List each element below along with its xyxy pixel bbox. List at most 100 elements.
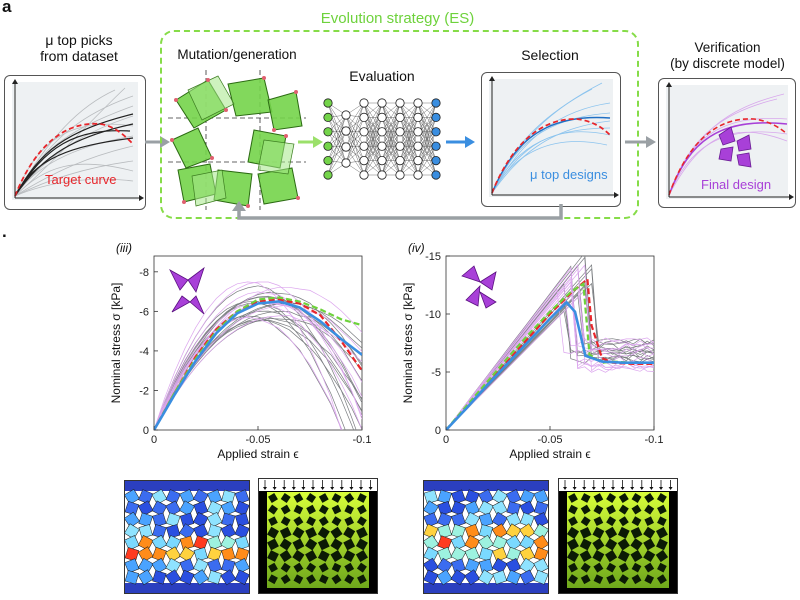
- sim-hole: [268, 516, 278, 527]
- lattice-tile: [478, 547, 494, 562]
- sim-hole: [568, 493, 578, 503]
- nn-node: [395, 155, 405, 166]
- verification-label: Verification (by discrete model): [655, 40, 800, 72]
- lattice-tile: [436, 569, 453, 586]
- nn-node: [359, 98, 369, 108]
- sim-hole: [568, 562, 578, 573]
- lattice-tile: [505, 558, 522, 574]
- x-tick-label: -0.05: [537, 434, 562, 446]
- sim-hole: [631, 504, 642, 515]
- lattice-tile: [234, 569, 249, 585]
- sim-hole: [580, 574, 591, 585]
- sim-hole: [592, 526, 605, 539]
- sim-hole: [567, 538, 579, 551]
- sim-hole: [618, 504, 629, 515]
- sim-hole: [280, 574, 291, 585]
- lattice-tile: [464, 569, 481, 586]
- sim-hole: [631, 493, 642, 503]
- lattice-tile: [165, 500, 181, 517]
- sim-block: [267, 492, 369, 588]
- sim-hole: [657, 562, 667, 573]
- sim-hole: [344, 492, 355, 504]
- sim-hole: [644, 516, 654, 526]
- plot-area: [446, 256, 654, 430]
- lattice-tile: [464, 534, 481, 551]
- sim-hole: [618, 493, 629, 503]
- nn-node: [413, 98, 423, 108]
- sim-hole: [579, 526, 592, 539]
- x-tick-label: -0.1: [645, 434, 664, 446]
- sim-hole: [606, 493, 617, 503]
- lattice-tile: [125, 535, 140, 551]
- sim-hole: [292, 526, 305, 539]
- sim-render-iii: [258, 478, 378, 594]
- sim-hole: [593, 562, 604, 573]
- nn-node: [359, 127, 369, 137]
- sim-hole: [618, 516, 629, 527]
- lattice-tile: [137, 535, 154, 551]
- sim-hole: [593, 493, 604, 503]
- lattice-tile: [450, 546, 467, 563]
- lattice-tile: [179, 500, 195, 517]
- lattice-tile: [234, 523, 249, 539]
- lattice-tile: [220, 569, 237, 586]
- final-design-label: Final design: [701, 177, 772, 192]
- series-line-0: [154, 298, 362, 430]
- nn-node: [377, 127, 387, 137]
- lattice-tile: [519, 489, 535, 505]
- nn-node: [431, 170, 441, 180]
- y-tick-label: -2: [139, 385, 149, 397]
- sim-hole: [331, 493, 342, 503]
- sim-hole: [630, 549, 643, 563]
- variation-curve: [154, 291, 362, 430]
- verification-line2: (by discrete model): [670, 56, 785, 71]
- y-tick-label: -5: [431, 367, 441, 379]
- sim-hole: [292, 538, 305, 551]
- top-picks-line2: from dataset: [40, 48, 118, 64]
- sim-hole: [344, 516, 355, 527]
- sim-hole: [267, 550, 279, 562]
- variation-curve: [446, 281, 654, 430]
- lattice-tile: [234, 535, 249, 551]
- lattice-tile: [220, 534, 237, 551]
- variation-curve: [154, 315, 362, 430]
- y-tick-label: -8: [139, 267, 149, 279]
- lattice-tile: [125, 547, 140, 562]
- sim-hole: [268, 562, 278, 573]
- sim-hole: [305, 526, 317, 539]
- sim-hole: [317, 550, 330, 562]
- y-tick-label: 0: [143, 425, 149, 437]
- nn-node: [395, 170, 405, 180]
- sim-hole: [280, 504, 291, 515]
- sim-hole: [318, 574, 329, 585]
- sim-hole: [306, 562, 317, 573]
- sim-hole: [355, 549, 368, 563]
- lattice-tile: [519, 500, 536, 517]
- sim-hole: [568, 516, 578, 527]
- lattice-tile: [478, 489, 494, 505]
- lattice-tile: [533, 558, 548, 574]
- panel-letter-a: a: [2, 0, 12, 16]
- sim-hole: [306, 516, 316, 527]
- lattice-tile: [424, 500, 439, 517]
- panel-tag: (iii): [116, 241, 132, 255]
- lattice-tile: [165, 512, 181, 528]
- lattice-tile: [464, 523, 480, 539]
- lattice-tile: [464, 512, 480, 528]
- lattice-tile: [152, 546, 167, 562]
- sim-hole: [268, 574, 278, 585]
- nn-node: [431, 98, 441, 108]
- variation-curve: [154, 315, 343, 430]
- sim-hole: [593, 574, 604, 584]
- lattice-tile: [464, 500, 480, 516]
- nn-node: [431, 112, 441, 123]
- lattice-tile: [533, 501, 548, 516]
- panel-letter-b: .: [2, 222, 7, 241]
- top-picks-line1: μ top picks: [45, 32, 113, 48]
- sim-hole: [318, 516, 329, 527]
- lattice-tile: [491, 511, 508, 528]
- lattice-tile: [207, 535, 223, 551]
- lattice-tile: [234, 547, 249, 562]
- sim-hole: [655, 526, 668, 539]
- nn-node: [341, 126, 351, 136]
